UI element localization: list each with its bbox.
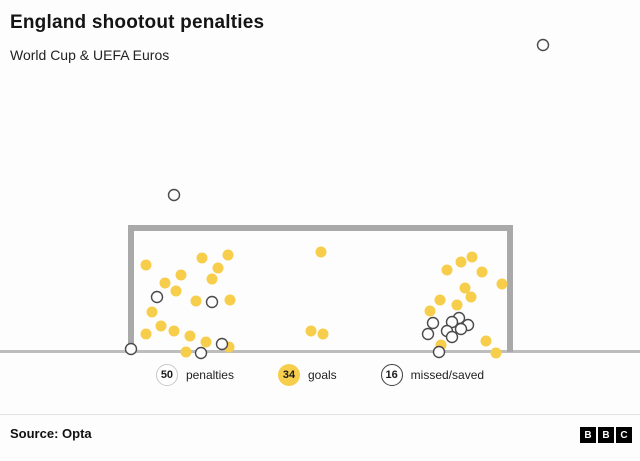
goal-dot xyxy=(184,330,196,342)
missed-saved-dot xyxy=(536,38,550,52)
missed-saved-dot xyxy=(205,295,219,309)
legend-item-penalties: 50 penalties xyxy=(155,364,234,386)
goal-dot xyxy=(175,269,187,281)
ground-line xyxy=(0,350,640,353)
goal-dot xyxy=(465,291,477,303)
missed-saved-dot xyxy=(454,322,468,336)
goal-dot xyxy=(490,347,502,359)
missed-saved-dot xyxy=(215,337,229,351)
goal-dot xyxy=(146,306,158,318)
goal-dot xyxy=(140,259,152,271)
goal-dot xyxy=(496,278,508,290)
goal-dot xyxy=(155,320,167,332)
goals-label: goals xyxy=(307,368,337,382)
penalty-scatter-plot xyxy=(0,38,640,360)
goal-dot xyxy=(441,264,453,276)
goal-dot xyxy=(466,251,478,263)
goal-dot xyxy=(476,266,488,278)
goal-dot xyxy=(212,262,224,274)
goal-dot xyxy=(159,277,171,289)
goal-dot xyxy=(434,294,446,306)
bbc-logo: B B C xyxy=(580,427,632,443)
footer-divider xyxy=(0,414,640,415)
goal-dot xyxy=(459,282,471,294)
goal-dot xyxy=(222,249,234,261)
legend-item-goals: 34 goals xyxy=(277,364,337,386)
goal-dot xyxy=(480,335,492,347)
penalties-label: penalties xyxy=(185,368,234,382)
goal-dot xyxy=(190,295,202,307)
missed-saved-dot xyxy=(426,316,440,330)
dots-layer xyxy=(124,38,550,360)
chart-subtitle: World Cup & UEFA Euros xyxy=(10,47,170,63)
missed-saved-dot xyxy=(445,330,459,344)
bbc-logo-letter: C xyxy=(616,427,632,443)
chart-title: England shootout penalties xyxy=(10,12,265,33)
goal-dot xyxy=(200,336,212,348)
goals-count-badge: 34 xyxy=(277,364,300,386)
goal-dot xyxy=(315,246,327,258)
goal-dot xyxy=(168,325,180,337)
goal-dot xyxy=(455,256,467,268)
goal-dot xyxy=(140,328,152,340)
missed-saved-dot xyxy=(432,345,446,359)
goal-dot xyxy=(196,252,208,264)
goal-dot xyxy=(317,328,329,340)
missed-saved-label: missed/saved xyxy=(410,368,485,382)
bbc-logo-letter: B xyxy=(598,427,614,443)
missed-saved-dot xyxy=(421,327,435,341)
missed-saved-dot xyxy=(167,188,181,202)
penalties-count-badge: 50 xyxy=(155,364,178,386)
missed-saved-count-badge: 16 xyxy=(380,364,403,386)
goal-dot xyxy=(224,294,236,306)
goal-dot xyxy=(451,299,463,311)
missed-saved-dot xyxy=(194,346,208,360)
missed-saved-dot xyxy=(124,342,138,356)
bbc-logo-letter: B xyxy=(580,427,596,443)
legend-item-missed-saved: 16 missed/saved xyxy=(380,364,485,386)
missed-saved-dot xyxy=(150,290,164,304)
goal-dot xyxy=(170,285,182,297)
legend: 50 penalties 34 goals 16 missed/saved xyxy=(0,364,640,386)
goal-dot xyxy=(206,273,218,285)
goal-dot xyxy=(180,346,192,358)
source-text: Source: Opta xyxy=(10,426,92,441)
goal-dot xyxy=(305,325,317,337)
goal-dot xyxy=(424,305,436,317)
